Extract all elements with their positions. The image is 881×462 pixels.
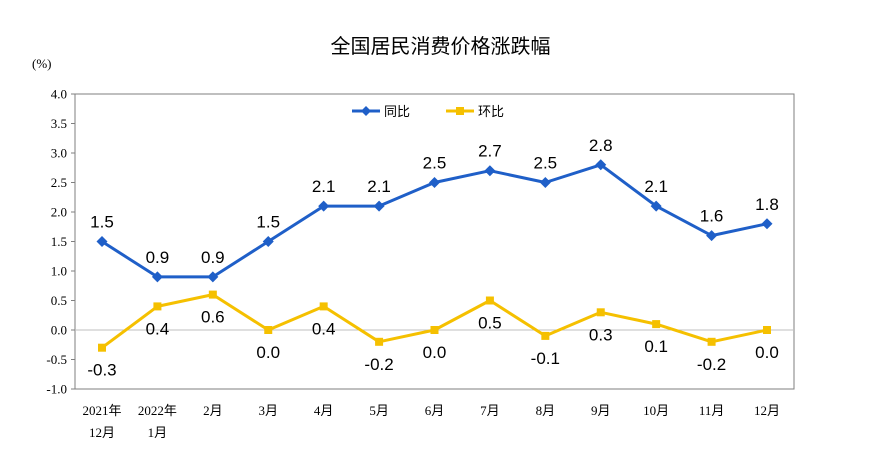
data-label: 0.4 [312, 319, 336, 338]
data-label: -0.3 [87, 361, 116, 380]
y-tick-label: 0.5 [51, 293, 67, 308]
data-point-diamond [761, 218, 773, 230]
data-label: 0.0 [755, 343, 779, 362]
x-tick-label: 12月 [754, 403, 780, 418]
data-label: 2.5 [423, 154, 447, 173]
data-label: -0.1 [531, 349, 560, 368]
data-label: 0.5 [478, 314, 502, 333]
data-label: 2.5 [534, 154, 558, 173]
x-tick-label: 2月 [203, 403, 223, 418]
data-label: 2.7 [478, 142, 502, 161]
x-tick-label-line2: 1月 [148, 425, 168, 440]
x-tick-label: 5月 [369, 403, 389, 418]
y-tick-label: 3.5 [51, 116, 67, 131]
data-point-diamond [650, 200, 662, 212]
y-tick-label: -1.0 [46, 382, 67, 397]
data-point-square [98, 343, 106, 352]
y-tick-label: -0.5 [46, 352, 67, 367]
data-label: 1.8 [755, 195, 779, 214]
data-point-square [763, 326, 771, 334]
data-label: 0.9 [201, 248, 225, 267]
data-point-diamond [429, 177, 440, 188]
y-tick-label: 4.0 [51, 87, 67, 102]
data-point-diamond [595, 159, 607, 171]
data-point-square [153, 302, 162, 311]
data-label: 1.6 [700, 207, 724, 226]
chart-title: 全国居民消费价格涨跌幅 [330, 34, 551, 58]
x-tick-label: 2021年 [82, 403, 121, 418]
x-tick-label: 9月 [591, 403, 611, 418]
legend-marker [456, 107, 464, 115]
legend-label: 同比 [384, 105, 410, 120]
data-label: -0.2 [697, 355, 726, 374]
data-point-square [319, 302, 328, 311]
legend-label: 环比 [478, 105, 504, 120]
legend-marker [361, 106, 371, 116]
data-point-diamond [318, 200, 330, 212]
y-tick-label: 2.5 [51, 175, 67, 190]
data-point-diamond [539, 177, 551, 188]
data-point-diamond [373, 200, 385, 212]
y-tick-label: 3.0 [51, 146, 67, 161]
data-point-diamond [96, 236, 108, 247]
data-label: 2.1 [367, 177, 391, 196]
data-point-square [485, 296, 494, 305]
data-point-square [430, 326, 439, 334]
data-label: 2.1 [312, 177, 336, 196]
y-tick-label: 2.0 [51, 205, 67, 220]
data-label: -0.2 [364, 355, 393, 374]
x-tick-label: 6月 [425, 403, 445, 418]
data-label: 2.8 [589, 136, 613, 155]
y-axis-unit: (%) [32, 56, 52, 71]
data-label: 1.5 [256, 213, 280, 232]
x-tick-label-line2: 12月 [89, 425, 115, 440]
x-tick-label: 4月 [314, 403, 334, 418]
data-point-square [596, 308, 605, 317]
data-label: 0.9 [146, 248, 170, 267]
data-label: 0.3 [589, 325, 613, 344]
data-point-square [208, 290, 217, 299]
x-tick-label: 7月 [480, 403, 500, 418]
x-tick-label: 3月 [258, 403, 278, 418]
data-point-square [541, 331, 550, 340]
data-point-square [264, 326, 273, 334]
data-point-diamond [484, 165, 496, 177]
data-label: 0.1 [644, 337, 668, 356]
data-point-square [652, 320, 661, 329]
data-point-diamond [151, 271, 163, 283]
x-tick-label: 2022年 [138, 403, 177, 418]
x-tick-label: 8月 [536, 403, 556, 418]
data-label: 1.5 [90, 213, 114, 232]
data-label: 2.1 [644, 177, 668, 196]
x-tick-label: 10月 [643, 403, 669, 418]
y-tick-label: 0.0 [51, 323, 67, 338]
data-label: 0.0 [256, 343, 280, 362]
data-point-diamond [706, 230, 718, 242]
data-label: 0.0 [423, 343, 447, 362]
y-tick-label: 1.0 [51, 264, 67, 279]
data-point-diamond [262, 236, 274, 247]
data-point-square [707, 337, 716, 346]
data-label: 0.6 [201, 308, 225, 327]
y-tick-label: 1.5 [51, 234, 67, 249]
data-point-square [375, 337, 384, 346]
data-label: 0.4 [146, 319, 170, 338]
data-point-diamond [207, 271, 219, 283]
x-tick-label: 11月 [699, 403, 725, 418]
